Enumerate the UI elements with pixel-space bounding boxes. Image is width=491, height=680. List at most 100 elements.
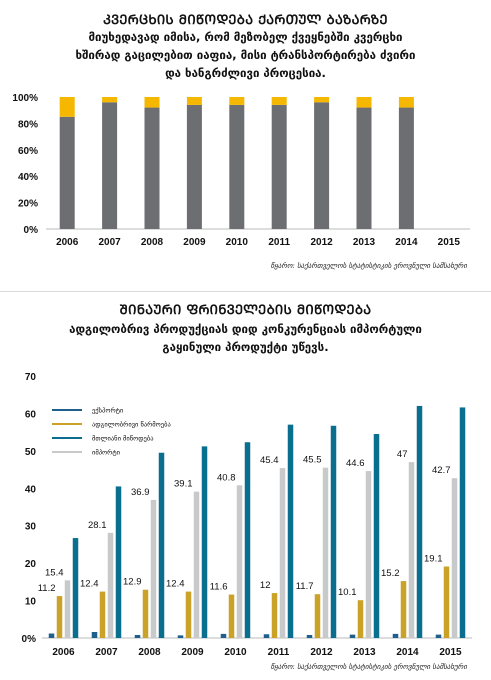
bar (451, 478, 458, 638)
data-label: 47 (397, 449, 408, 460)
data-label: 11.6 (210, 582, 228, 593)
bar (306, 635, 313, 638)
legend-label: იმპორტი (92, 448, 121, 457)
bar (392, 633, 399, 638)
bar (373, 434, 380, 638)
bar (357, 600, 364, 638)
data-label: 12.9 (123, 577, 142, 588)
stacked-bar-segment (59, 97, 75, 117)
stacked-bar-segment (314, 97, 330, 103)
bar (56, 596, 63, 638)
x-tick-label: 2006 (52, 647, 75, 658)
chart1-subtitle-line: ხშირად გაცილებით იაფია, მისი ტრანსპორტირ… (75, 48, 416, 62)
x-tick-label: 2012 (310, 237, 333, 248)
x-tick-label: 2015 (439, 647, 462, 658)
bar (150, 499, 157, 638)
x-tick-label: 2009 (181, 647, 204, 658)
legend-label: მთლიანი მიწოდება (92, 435, 154, 443)
bar (177, 635, 184, 638)
bar (72, 538, 79, 638)
x-tick-label: 2011 (268, 237, 290, 248)
x-tick-label: 2006 (56, 237, 79, 248)
data-label: 15.2 (381, 568, 400, 579)
y-tick-label: 0% (24, 225, 39, 236)
bar (236, 485, 243, 638)
y-tick-label: 10 (25, 597, 37, 608)
bar (271, 593, 278, 638)
bar (443, 566, 450, 638)
data-label: 39.1 (174, 479, 193, 490)
bar (416, 405, 423, 638)
stacked-bar-segment (186, 104, 202, 229)
x-tick-label: 2014 (395, 237, 418, 248)
bar (201, 446, 208, 638)
stacked-bar-segment (356, 97, 372, 108)
bar (142, 589, 149, 638)
chart1-subtitle-line: და ხანგრძლივი პროცესია. (165, 66, 326, 80)
bar (459, 407, 466, 638)
x-tick-label: 2013 (353, 237, 376, 248)
x-tick-label: 2015 (438, 237, 461, 248)
stacked-bar-segment (271, 104, 287, 229)
stacked-bar-segment (102, 102, 118, 229)
y-tick-label: 20% (18, 199, 38, 210)
bar (408, 462, 415, 638)
chart1-source: წყარო: საქართველოს სტატისტიკის ეროვნული … (270, 262, 467, 270)
bar (314, 594, 321, 638)
bar (228, 594, 235, 638)
bar (349, 634, 356, 638)
stacked-bar-segment (144, 97, 160, 108)
chart2-subtitle-line: ადგილობრივ პროდუქციას დიდ კონკურენციას ი… (69, 322, 422, 336)
stacked-bar-segment (398, 107, 414, 229)
y-tick-label: 40 (25, 484, 37, 495)
bar (134, 635, 141, 638)
x-tick-label: 2009 (183, 237, 206, 248)
bar (220, 633, 227, 638)
data-label: 11.2 (38, 583, 56, 594)
stacked-bar-segment (59, 116, 75, 229)
bar (263, 634, 270, 638)
bar (365, 471, 372, 638)
data-label: 12 (260, 580, 271, 591)
legend-label: ადგილობრივი წარმოება (92, 420, 171, 429)
data-label: 19.1 (424, 554, 443, 565)
data-label: 10.1 (338, 587, 357, 598)
chart2-subtitle: ადგილობრივ პროდუქციას დიდ კონკურენციას ი… (0, 320, 491, 356)
x-tick-label: 2012 (310, 647, 333, 658)
bar (158, 452, 165, 638)
bar (435, 634, 442, 638)
bar (330, 425, 337, 638)
stacked-bar-segment (229, 97, 245, 105)
stacked-bar-segment (398, 97, 414, 108)
chart1-title: ᲙᲕᲔᲠᲪᲮᲘᲡ ᲛᲘᲬᲝᲓᲔᲑᲐ ᲥᲐᲠᲗᲣᲚ ᲑᲐᲖᲐᲠᲖᲔ (103, 13, 388, 28)
bar (64, 580, 71, 638)
chart2-source: წყარო: საქართველოს სტატისტიკის ეროვნული … (270, 663, 467, 671)
data-label: 12.4 (166, 579, 185, 590)
chart2-title: ᲨᲘᲜᲐᲣᲠᲘ ᲤᲠᲘᲜᲕᲔᲚᲔᲑᲘᲡ ᲛᲘᲬᲝᲓᲔᲑᲐ (119, 303, 372, 318)
x-tick-label: 2008 (141, 237, 164, 248)
data-label: 42.7 (432, 465, 451, 476)
x-tick-label: 2014 (396, 647, 419, 658)
bar (244, 442, 251, 638)
chart1-stacked-bar-chart: 0% 20% 40% 60% 80% 100% 2006 2007 2008 2009 2010 20… (12, 93, 470, 248)
bar (48, 633, 55, 638)
bar (185, 591, 192, 638)
stacked-bar-segment (102, 97, 118, 103)
bar (115, 486, 122, 638)
stacked-bar-segment (356, 107, 372, 229)
section-divider (0, 291, 491, 292)
stacked-bar-segment (186, 97, 202, 105)
legend-label: ექსპორტი (92, 406, 124, 415)
data-label: 15.4 (45, 567, 64, 578)
stacked-bar-segment (314, 102, 330, 229)
x-tick-label: 2010 (226, 237, 249, 248)
x-tick-label: 2007 (98, 237, 121, 248)
bar (287, 424, 294, 638)
data-label: 11.7 (296, 581, 314, 592)
x-tick-label: 2013 (353, 647, 376, 658)
y-tick-label: 30 (25, 522, 37, 533)
stacked-bar-segment (271, 97, 287, 105)
data-label: 28.1 (88, 520, 107, 531)
data-label: 40.8 (217, 472, 236, 483)
